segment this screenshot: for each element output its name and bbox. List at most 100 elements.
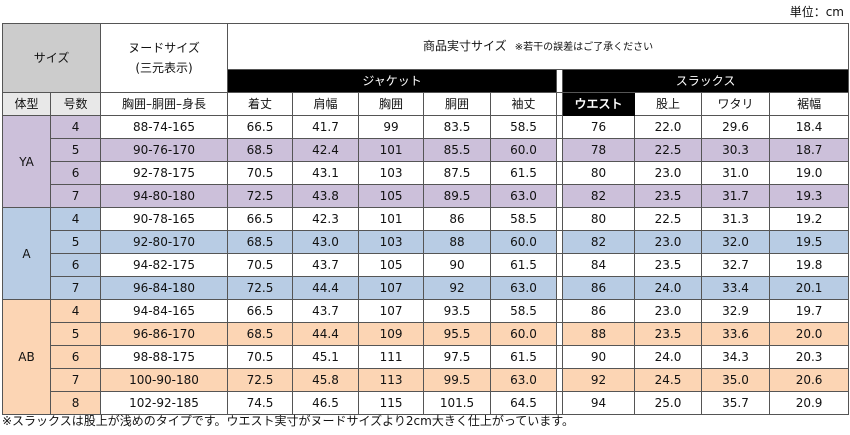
size-number-cell: 6 [49,345,102,369]
jacket-measure-cell: 113 [358,368,425,392]
size-number-cell: 4 [49,115,102,139]
body-type-cell: AB [2,299,51,415]
waist-cell: 78 [562,138,636,162]
slacks-measure-cell: 20.9 [769,391,850,415]
jacket-measure-cell: 87.5 [423,161,492,185]
jacket-measure-cell: 66.5 [227,299,294,323]
jacket-measure-cell: 64.5 [490,391,558,415]
nude-size-cell: 96-84-180 [100,276,229,300]
slacks-measure-cell: 24.0 [634,345,703,369]
slacks-measure-cell: 22.5 [634,207,703,231]
table-row: 5 96-86-170 68.5 44.4 109 95.5 60.0 88 23.5 33.6 2… [3,322,850,346]
slacks-measure-cell: 32.9 [701,299,771,323]
waist-cell: 92 [562,368,636,392]
slacks-measure-cell: 19.2 [769,207,850,231]
table-row: 6 94-82-175 70.5 43.7 105 90 61.5 84 23.5 32.7 19.… [3,253,850,277]
slacks-measure-cell: 23.5 [634,184,703,208]
size-number-cell: 7 [49,184,102,208]
size-chart-table: サイズ ヌードサイズ (三元表示) 商品実寸サイズ ※若干の誤差はご了承ください … [1,23,850,415]
product-size-title: 商品実寸サイズ [423,38,507,53]
nude-size-cell: 92-78-175 [100,161,229,185]
jacket-measure-cell: 103 [358,161,425,185]
slacks-measure-cell: 32.0 [701,230,771,254]
slacks-measure-cell: 20.3 [769,345,850,369]
col-chest: 胸囲 [358,92,425,116]
col-sleeve: 袖丈 [490,92,558,116]
jacket-measure-cell: 99 [358,115,425,139]
jacket-measure-cell: 45.8 [292,368,360,392]
jacket-measure-cell: 58.5 [490,299,558,323]
jacket-measure-cell: 88 [423,230,492,254]
jacket-measure-cell: 63.0 [490,368,558,392]
table-row: AB 4 94-84-165 66.5 43.7 107 93.5 58.5 86 23.0 32.… [2,299,850,415]
jacket-measure-cell: 43.7 [292,253,360,277]
col-shoulder: 肩幅 [292,92,360,116]
jacket-measure-cell: 58.5 [490,115,558,139]
jacket-measure-cell: 92 [423,276,492,300]
slacks-measure-cell: 19.3 [769,184,850,208]
jacket-measure-cell: 93.5 [423,299,492,323]
waist-cell: 86 [562,276,636,300]
jacket-measure-cell: 60.0 [490,138,558,162]
jacket-measure-cell: 66.5 [227,115,294,139]
jacket-measure-cell: 89.5 [423,184,492,208]
table-row: 5 90-76-170 68.5 42.4 101 85.5 60.0 78 22.5 30.3 1… [3,138,850,162]
slacks-measure-cell: 30.3 [701,138,771,162]
jacket-measure-cell: 107 [358,276,425,300]
jacket-measure-cell: 74.5 [227,391,294,415]
jacket-measure-cell: 70.5 [227,345,294,369]
col-jacket-length: 着丈 [227,92,294,116]
slacks-measure-cell: 20.0 [769,322,850,346]
slacks-measure-cell: 23.0 [634,299,703,323]
jacket-measure-cell: 43.1 [292,161,360,185]
col-hem: 裾幅 [769,92,850,116]
col-thigh: ワタリ [701,92,771,116]
slacks-measure-cell: 33.6 [701,322,771,346]
jacket-measure-cell: 68.5 [227,322,294,346]
slacks-measure-cell: 23.0 [634,161,703,185]
jacket-measure-cell: 61.5 [490,345,558,369]
nude-size-cell: 100-90-180 [100,368,229,392]
slacks-measure-cell: 20.1 [769,276,850,300]
size-number-cell: 5 [49,322,102,346]
col-waist: ウエスト [562,92,636,116]
slacks-measure-cell: 19.5 [769,230,850,254]
slacks-measure-cell: 31.0 [701,161,771,185]
slacks-measure-cell: 24.0 [634,276,703,300]
slacks-measure-cell: 35.7 [701,391,771,415]
slacks-measure-cell: 23.0 [634,230,703,254]
jacket-measure-cell: 111 [358,345,425,369]
slacks-measure-cell: 23.5 [634,322,703,346]
product-size-header: 商品実寸サイズ ※若干の誤差はご了承ください [227,23,850,70]
nude-size-cell: 90-76-170 [100,138,229,162]
nude-size-cell: 98-88-175 [100,345,229,369]
size-number-cell: 5 [49,138,102,162]
jacket-measure-cell: 115 [358,391,425,415]
table-row: 7 94-80-180 72.5 43.8 105 89.5 63.0 82 23.5 31.7 1… [3,184,850,208]
footnote: ※スラックスは股上が浅めのタイプです。ウエスト実寸がヌードサイズより2cm大きく… [2,414,575,428]
slacks-measure-cell: 22.0 [634,115,703,139]
slacks-measure-cell: 35.0 [701,368,771,392]
jacket-measure-cell: 42.3 [292,207,360,231]
jacket-measure-cell: 68.5 [227,230,294,254]
product-size-note: ※若干の誤差はご了承ください [514,41,654,53]
waist-cell: 86 [562,299,636,323]
col-body-type: 体型 [2,92,51,116]
size-number-cell: 8 [49,391,102,415]
slacks-measure-cell: 31.7 [701,184,771,208]
jacket-measure-cell: 72.5 [227,276,294,300]
nude-size-cell: 94-84-165 [100,299,229,323]
slacks-measure-cell: 22.5 [634,138,703,162]
table-row: A 4 90-78-165 66.5 42.3 101 86 58.5 80 22.5 31.3 19… [2,207,850,300]
jacket-header: ジャケット [227,69,558,93]
slacks-measure-cell: 18.4 [769,115,850,139]
col-nude: 胸囲–胴囲–身長 [100,92,229,116]
waist-cell: 80 [562,161,636,185]
waist-cell: 84 [562,253,636,277]
jacket-measure-cell: 44.4 [292,322,360,346]
slacks-measure-cell: 19.0 [769,161,850,185]
nude-size-cell: 96-86-170 [100,322,229,346]
slacks-measure-cell: 20.6 [769,368,850,392]
waist-cell: 76 [562,115,636,139]
nude-size-cell: 88-74-165 [100,115,229,139]
